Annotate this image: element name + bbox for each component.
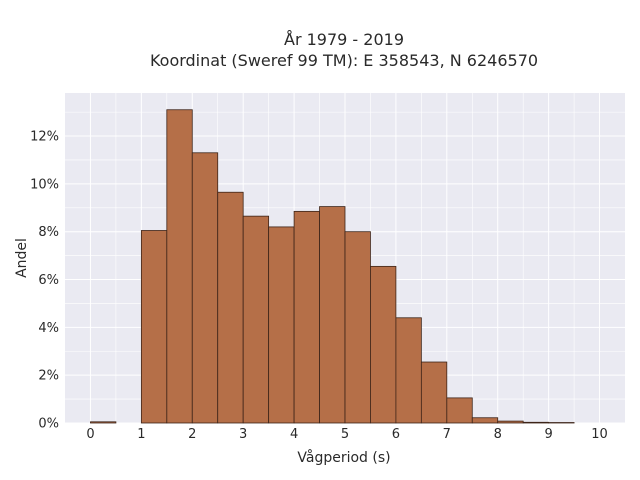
histogram-bar [242,215,270,424]
y-tick-label: 10% [30,177,59,192]
histogram-bar [140,230,168,424]
histogram-bar [90,421,117,424]
x-tick-label: 10 [591,427,608,442]
histogram-bar [268,226,295,424]
histogram-bar [497,420,524,424]
y-tick-label: 6% [38,273,59,288]
chart-title-line-2: Koordinat (Sweref 99 TM): E 358543, N 62… [150,51,538,70]
y-axis-label: Andel [14,238,30,278]
x-tick-label: 1 [137,427,145,442]
y-tick-label: 4% [38,321,59,336]
x-axis-label: Vågperiod (s) [297,449,390,466]
histogram-bar [370,265,397,424]
bars-group [90,109,575,424]
y-tick-label: 8% [38,225,59,240]
x-tick-label: 2 [188,427,196,442]
x-tick-label: 6 [392,427,400,442]
x-tick-label: 8 [494,427,502,442]
y-tick-labels: 0% 2% 4% 6% 8% 10% 12% [30,130,59,432]
histogram-bar [522,421,550,424]
x-tick-label: 3 [239,427,247,442]
x-tick-label: 7 [443,427,451,442]
x-tick-label: 9 [544,427,552,442]
y-tick-label: 2% [38,369,59,384]
x-tick-label: 4 [290,427,298,442]
y-tick-label: 0% [38,417,59,432]
histogram-bar [471,417,499,424]
histogram-bar [217,191,244,424]
x-tick-label: 0 [86,427,94,442]
histogram-bar [293,210,320,424]
histogram-bar [191,152,219,424]
histogram-bar [319,206,346,424]
histogram-bar [395,317,422,424]
x-tick-labels: 0 1 2 3 4 5 6 7 8 9 10 [86,427,608,442]
histogram-bar [344,231,371,424]
y-tick-label: 12% [30,130,59,145]
x-tick-label: 5 [341,427,349,442]
histogram-bar [166,109,193,424]
chart-title-line-1: År 1979 - 2019 [284,30,404,49]
histogram-bar [420,361,448,424]
histogram-bar [446,397,473,424]
